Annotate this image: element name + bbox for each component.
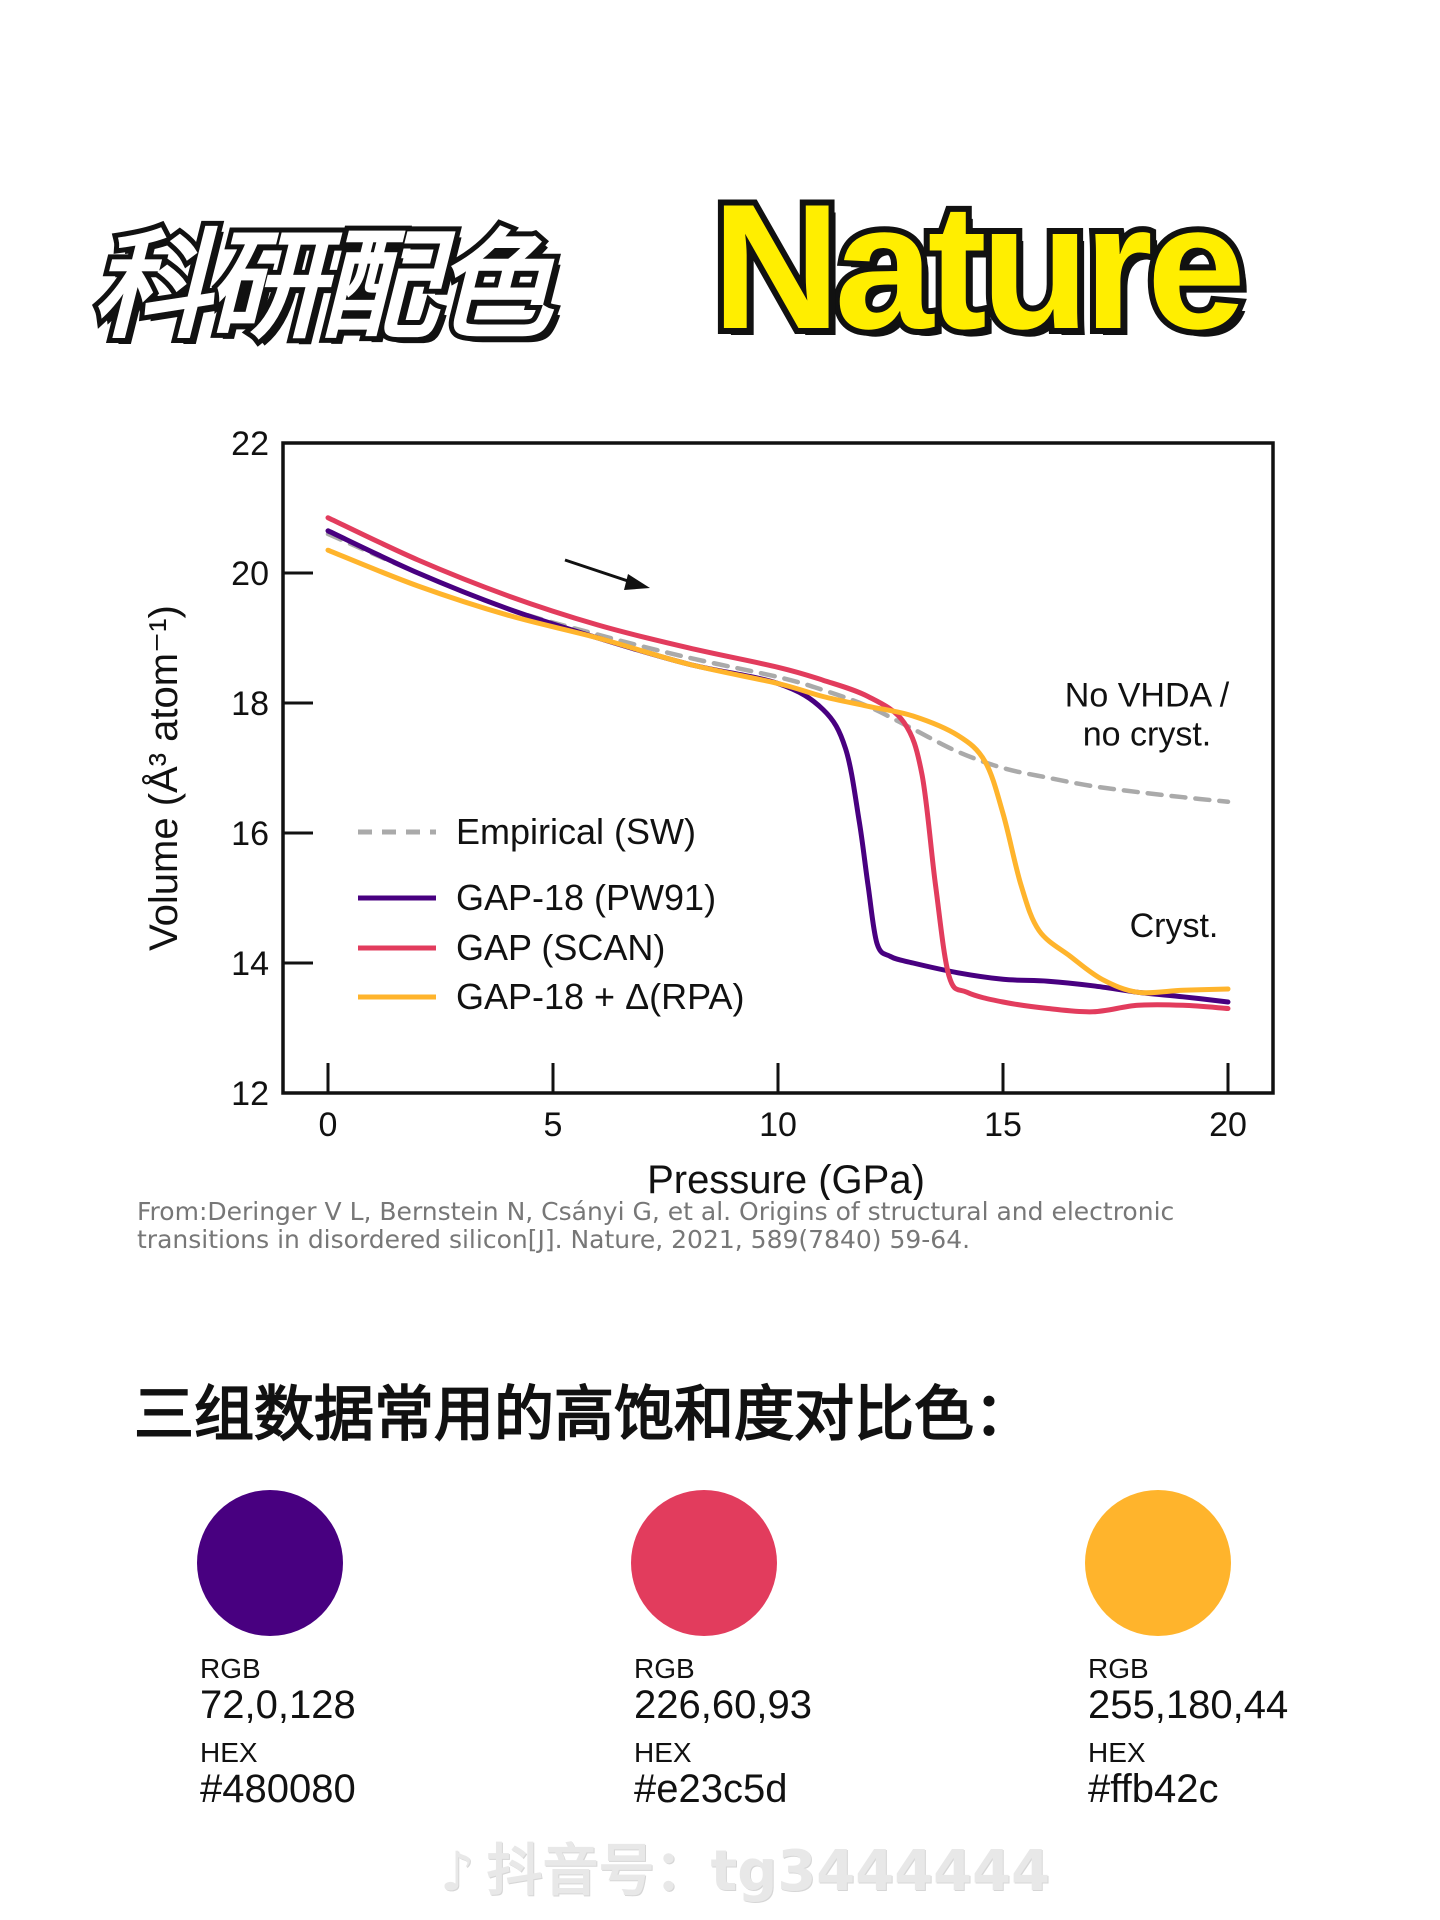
legend-label: GAP-18 (PW91) bbox=[456, 877, 716, 918]
rgb-label: RGB bbox=[200, 1653, 261, 1684]
watermark: ♪ 抖音号：tg3444444 bbox=[440, 1826, 1050, 1907]
citation-line-2: transitions in disordered silicon[J]. Na… bbox=[137, 1225, 971, 1254]
y-tick-label: 22 bbox=[231, 425, 269, 463]
x-tick-label: 20 bbox=[1209, 1106, 1247, 1144]
hex-value: #e23c5d bbox=[634, 1767, 788, 1811]
series-line-empirical-sw- bbox=[325, 531, 1231, 805]
x-tick-label: 10 bbox=[759, 1106, 797, 1144]
rgb-value: 255,180,44 bbox=[1088, 1683, 1289, 1727]
legend-label: GAP-18 + Δ(RPA) bbox=[456, 976, 744, 1017]
legend-label: GAP (SCAN) bbox=[456, 927, 665, 968]
x-tick-label: 15 bbox=[984, 1106, 1022, 1144]
citation: From:Deringer V L, Bernstein N, Csányi G… bbox=[137, 1198, 1337, 1254]
y-axis-title: Volume (Å³ atom⁻¹) bbox=[141, 605, 186, 951]
hex-value: #ffb42c bbox=[1088, 1767, 1219, 1811]
volume-pressure-chart: 0 5 10 15 20 12 14 16 18 20 22 Empirical (SW) GAP-1… bbox=[141, 425, 1275, 1200]
swatch-circle bbox=[1085, 1490, 1231, 1636]
direction-arrow-head bbox=[624, 574, 650, 590]
swatch-card-purple: RGB 72,0,128 HEX #480080 bbox=[197, 1490, 500, 1811]
hex-label: HEX bbox=[1088, 1737, 1146, 1768]
palette-heading: 三组数据常用的高饱和度对比色： bbox=[134, 1380, 1034, 1450]
annotation-label: no cryst. bbox=[1083, 715, 1211, 753]
legend: Empirical (SW) GAP-18 (PW91) GAP (SCAN) GAP… bbox=[358, 811, 744, 1017]
series-group bbox=[325, 515, 1231, 1015]
y-tick-label: 16 bbox=[231, 815, 269, 853]
title-chinese: 科研配色 bbox=[87, 212, 557, 360]
hex-label: HEX bbox=[634, 1737, 692, 1768]
annotation-label: Cryst. bbox=[1130, 907, 1219, 945]
ticks-group: 0 5 10 15 20 12 14 16 18 20 22 bbox=[231, 425, 1247, 1144]
annotations-group: No VHDA /no cryst. Cryst. bbox=[1065, 676, 1230, 945]
rgb-value: 226,60,93 bbox=[634, 1683, 812, 1727]
rgb-value: 72,0,128 bbox=[200, 1683, 356, 1727]
annotation-label: No VHDA / bbox=[1065, 676, 1230, 714]
series-line-gap-scan- bbox=[325, 515, 1231, 1015]
swatch-card-red: RGB 226,60,93 HEX #e23c5d bbox=[631, 1490, 934, 1811]
page-header: 科研配色 Nature bbox=[0, 160, 1440, 372]
watermark-text: 抖音号：tg3444444 bbox=[486, 1839, 1051, 1904]
y-tick-label: 14 bbox=[231, 945, 269, 983]
direction-arrow bbox=[564, 558, 650, 590]
x-tick-label: 0 bbox=[319, 1106, 338, 1144]
x-tick-label: 5 bbox=[544, 1106, 563, 1144]
rgb-label: RGB bbox=[634, 1653, 695, 1684]
title-nature: Nature bbox=[706, 161, 1252, 372]
swatch-card-orange: RGB 255,180,44 HEX #ffb42c bbox=[1085, 1490, 1388, 1811]
series-line-gap-18-rpa- bbox=[325, 547, 1231, 996]
hex-label: HEX bbox=[200, 1737, 258, 1768]
x-axis-title: Pressure (GPa) bbox=[647, 1158, 925, 1200]
legend-label: Empirical (SW) bbox=[456, 811, 696, 852]
douyin-logo-icon: ♪ bbox=[440, 1840, 475, 1903]
swatch-circle bbox=[631, 1490, 777, 1636]
hex-value: #480080 bbox=[200, 1767, 356, 1811]
citation-line-1: From:Deringer V L, Bernstein N, Csányi G… bbox=[137, 1197, 1175, 1226]
y-tick-label: 18 bbox=[231, 685, 269, 723]
rgb-label: RGB bbox=[1088, 1653, 1149, 1684]
swatch-circle bbox=[197, 1490, 343, 1636]
y-tick-label: 12 bbox=[231, 1075, 269, 1113]
y-tick-label: 20 bbox=[231, 555, 269, 593]
